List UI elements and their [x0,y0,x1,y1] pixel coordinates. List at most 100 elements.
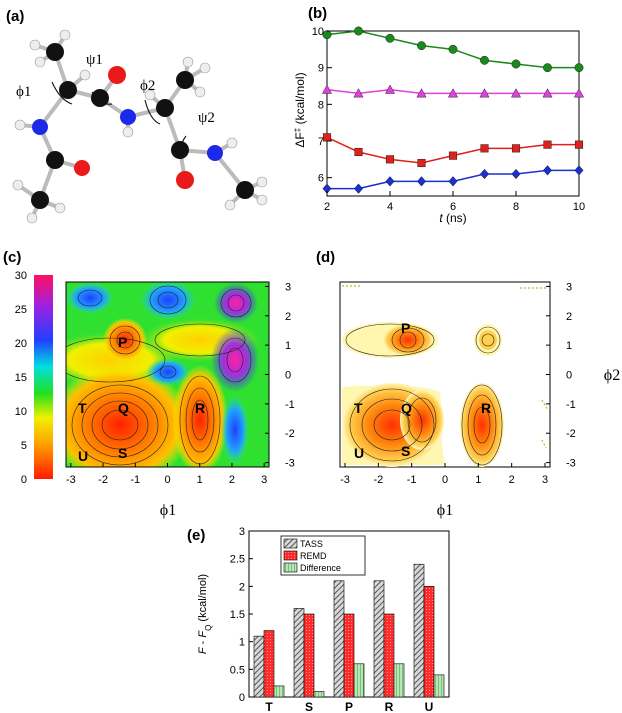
y-tick-label: 0 [285,370,291,382]
colorbar-tick-label: 30 [15,270,27,282]
data-point-s0-8 [574,63,584,73]
bar-difference-R [393,663,405,698]
panel-label-c: (c) [3,249,21,266]
data-point-s0-2 [385,33,395,43]
y-tick-label: -3 [566,458,576,470]
chart-d: -3 -2 -1 0 1 2 3 3 2 1 0 -1 -2 -3 P T Q R U S ϕ1 ϕ2 [339,281,620,519]
region-label-c-P: P [118,334,127,350]
dihedral-label-psi1: ψ1 [86,52,103,68]
data-point-s2-6 [511,144,521,153]
chart-b: 2 4 6 8 10 6 7 8 9 10 ΔF‡ (kcal/mol) t (ns) [293,26,586,225]
y-tick-label: 1 [566,340,572,352]
data-point-s0-6 [511,59,521,69]
chart-b-ylabel: ΔF‡ (kcal/mol) [293,72,308,147]
x-tick-label: 1 [197,474,203,486]
category-label-T: T [265,700,273,713]
data-point-s1-6 [510,88,522,98]
bar-tass-R [373,580,385,698]
x-tick-label: 4 [387,201,393,213]
region-label-c-S: S [118,445,127,461]
data-point-s3-2 [385,176,395,187]
colorbar [34,275,53,479]
data-point-s0-4 [448,44,458,54]
legend-label-tass: TASS [300,539,323,549]
category-label-P: P [345,700,353,713]
legend-swatch-tass [283,538,298,549]
data-point-s0-7 [543,63,552,73]
bar-tass-P [333,580,345,698]
panel-label-e: (e) [187,527,205,544]
bar-tass-S [293,608,305,698]
data-point-s1-0 [321,84,333,94]
chart-e: 00.511.522.53T S P R U TASS REMD Difference … [197,526,450,713]
data-point-s2-0 [322,133,332,142]
data-point-s3-4 [448,176,458,187]
legend-swatch-remd [283,550,298,561]
bar-remd-T [263,630,275,698]
panel-label-d: (d) [316,249,335,266]
data-point-s3-1 [353,183,364,194]
x-tick-label: 8 [513,201,519,213]
data-point-s2-4 [448,151,458,160]
x-tick-label: 2 [509,474,515,486]
y-tick-label: -1 [566,399,576,411]
y-tick-label: 9 [318,63,324,75]
heatmap-d-surface [342,285,549,467]
bar-remd-R [383,613,395,698]
y-tick-label: 2 [566,311,572,323]
category-label-R: R [385,700,394,713]
bar-remd-U [423,586,435,698]
data-point-s1-2 [384,84,396,94]
chart-e-legend: TASS REMD Difference [280,535,366,576]
dihedral-label-phi1: ϕ1 [16,84,31,100]
colorbar-tick-label: 25 [15,304,27,316]
dihedral-label-psi2: ψ2 [198,110,215,126]
colorbar-tick-label: 0 [21,474,27,486]
bar-remd-P [343,613,355,698]
data-point-s2-5 [480,144,489,153]
x-tick-label: -1 [407,474,417,486]
y-tick-label: -2 [566,428,576,440]
x-tick-label: 10 [573,201,585,213]
chart-c-xlabel: ϕ1 [160,502,176,519]
x-tick-label: -1 [130,474,140,486]
y-tick-label: 2 [239,581,245,593]
x-tick-label: 3 [542,474,548,486]
y-tick-label: 0.5 [230,664,245,676]
molecule-drawing: ψ1 ϕ1 ϕ2 ψ2 [12,29,268,224]
y-tick-label: 7 [318,136,324,148]
bar-tass-U [413,563,425,698]
dihedral-label-phi2: ϕ2 [140,78,155,94]
chart-b-xlabel: t (ns) [439,211,466,225]
data-point-s1-1 [353,88,364,98]
y-tick-label: 3 [239,526,245,538]
region-label-d-S: S [401,443,410,459]
y-tick-label: 0 [239,692,245,704]
region-label-c-Q: Q [118,400,129,416]
y-tick-label: 1 [285,340,291,352]
x-tick-label: -2 [373,474,383,486]
y-tick-label: -1 [285,399,295,411]
y-tick-label: 2.5 [230,554,245,566]
y-tick-label: 6 [318,173,324,185]
data-point-s3-8 [574,165,584,176]
data-point-s0-5 [480,55,489,65]
region-label-d-U: U [354,445,364,461]
region-label-d-Q: Q [401,400,412,416]
bar-tass-T [253,635,265,698]
panel-label-a: (a) [6,8,24,25]
y-tick-label: 2 [285,311,291,323]
x-tick-label: 2 [324,201,330,213]
region-label-c-R: R [195,400,205,416]
y-tick-label: 3 [285,281,291,293]
data-point-s0-0 [322,30,332,40]
x-tick-label: 0 [164,474,170,486]
data-point-s3-6 [511,168,521,180]
category-label-S: S [305,700,313,713]
region-label-d-P: P [401,320,410,336]
y-tick-label: 8 [318,99,324,111]
bar-difference-S [313,691,325,698]
colorbar-tick-label: 5 [21,440,27,452]
